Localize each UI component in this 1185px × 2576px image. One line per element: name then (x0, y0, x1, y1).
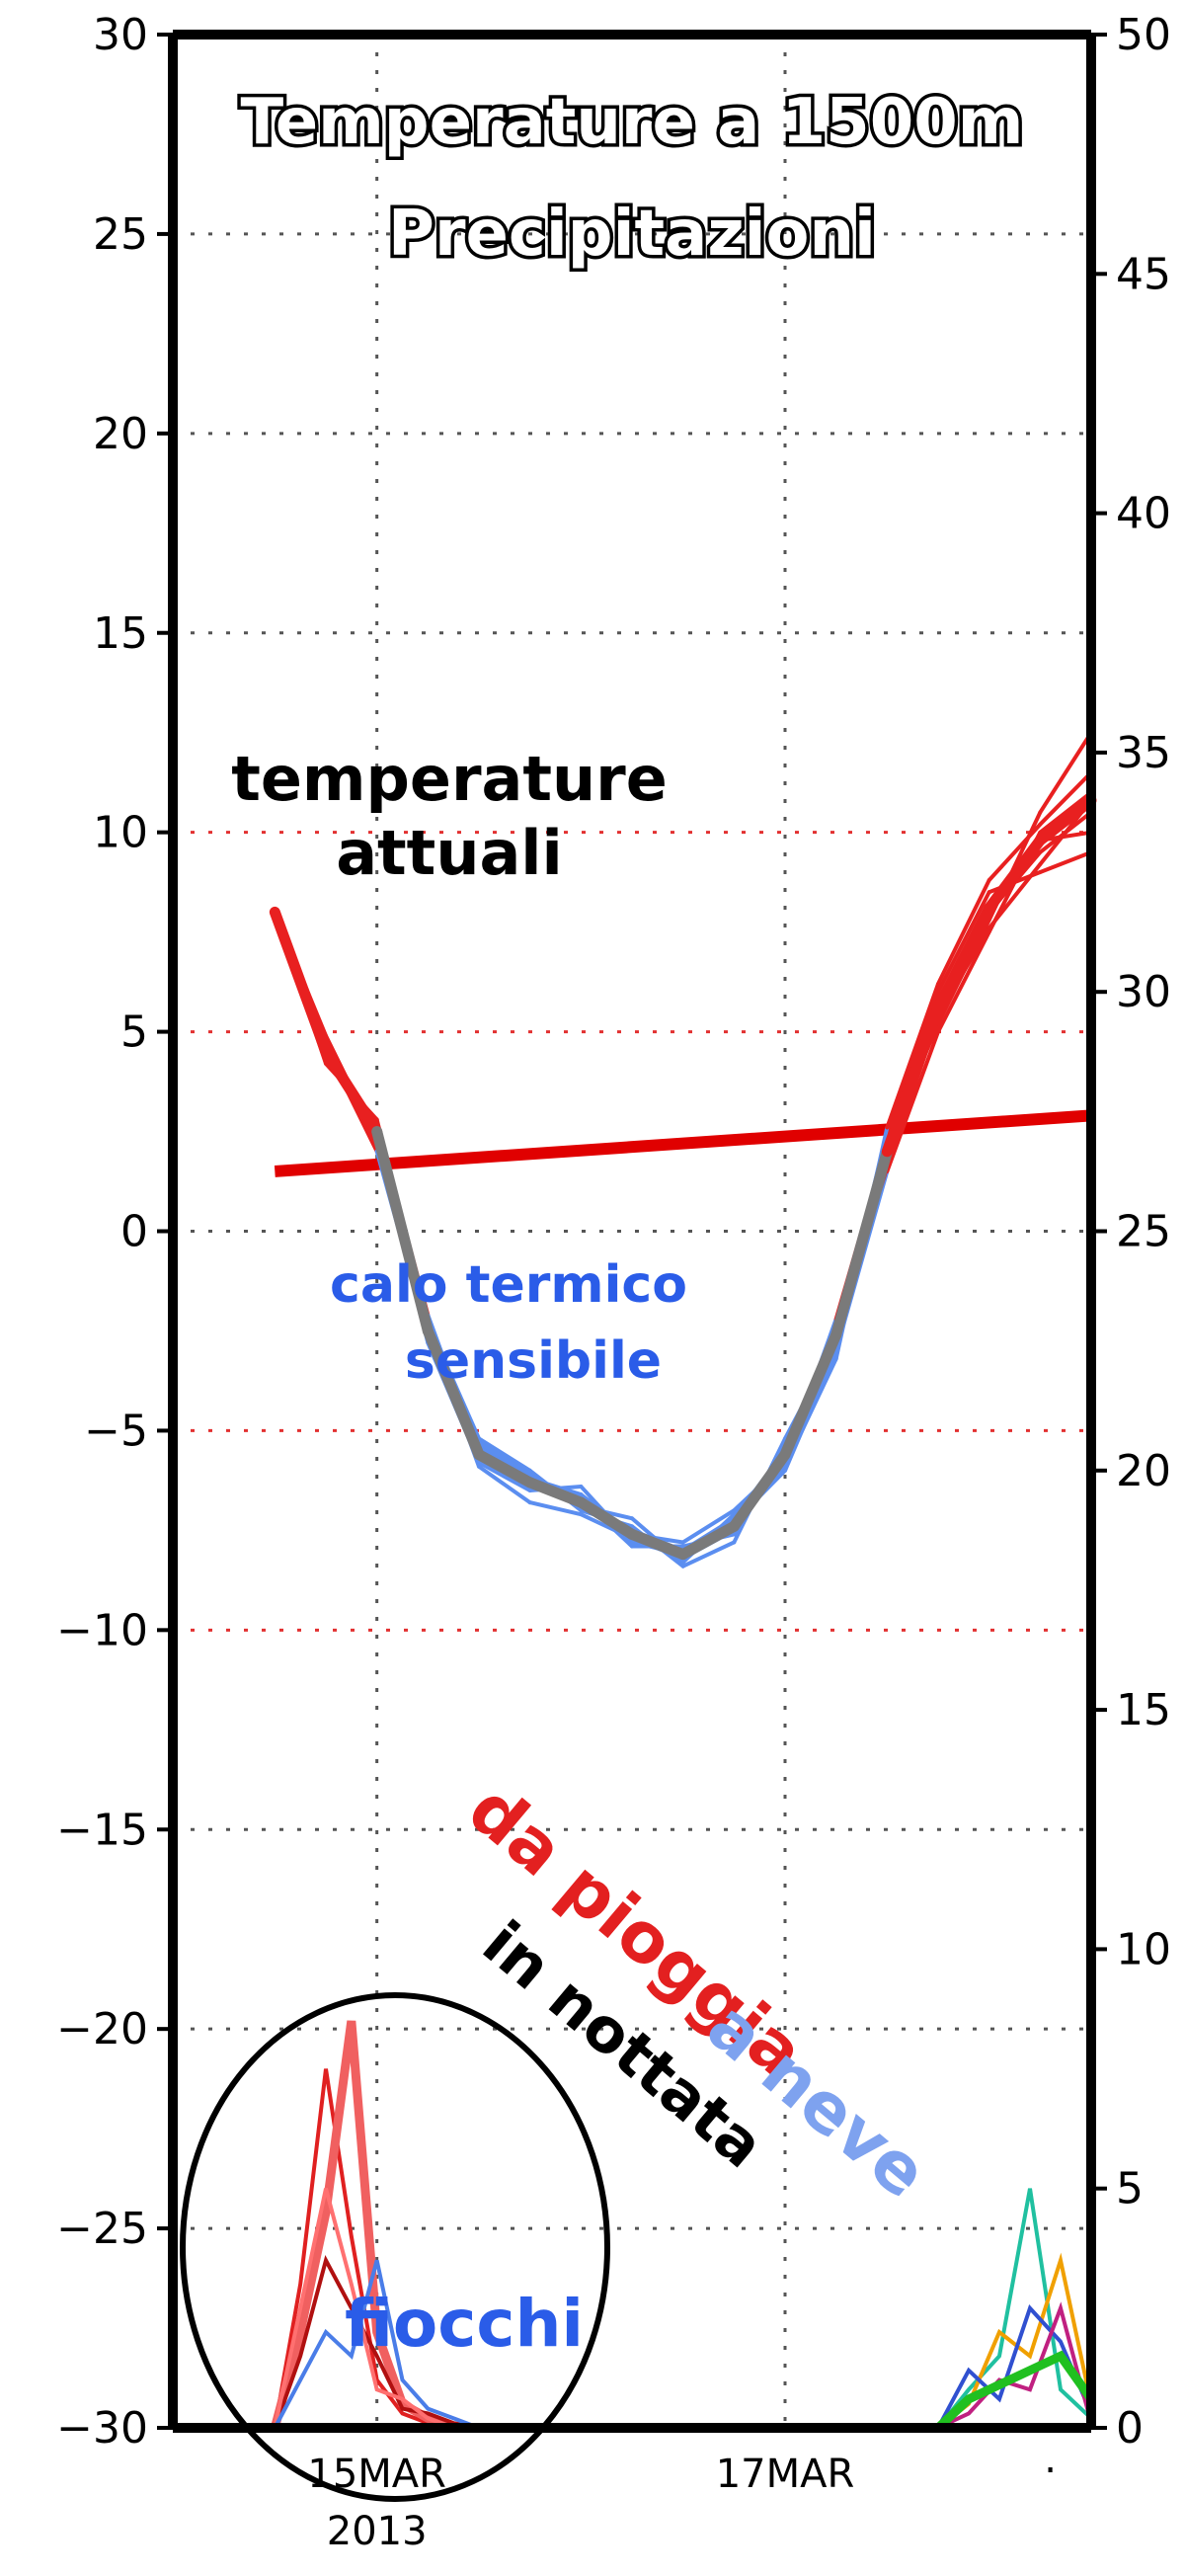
tick-label-left: 5 (120, 1007, 148, 1058)
member-segment (477, 1460, 532, 1492)
tick-label-x: 2013 (327, 2509, 428, 2554)
mean-segment (881, 1002, 944, 1158)
annotation-drop-line2: sensibile (405, 1331, 662, 1391)
member-segment (936, 890, 991, 995)
tick-label-right: 40 (1116, 489, 1171, 539)
tick-label-right: 10 (1116, 1924, 1171, 1974)
mean-segment (728, 1449, 791, 1532)
member-segment (477, 1464, 532, 1505)
tick-label-left: 25 (93, 209, 148, 260)
tick-label-left: −15 (56, 1805, 148, 1855)
tick-label-left: −20 (56, 2004, 148, 2054)
member-segment (987, 822, 1043, 883)
tick-label-x: . (1044, 2437, 1057, 2482)
mean-segment (320, 1046, 383, 1138)
tick-label-right: 35 (1116, 728, 1171, 778)
tick-label-right: 15 (1116, 1685, 1171, 1735)
member-segment (477, 1440, 532, 1477)
chart-subtitle: Precipitazioni (388, 198, 876, 271)
precip-late-series (934, 2350, 1095, 2432)
member-segment (885, 982, 940, 1130)
member-segment (477, 1436, 532, 1473)
tick-label-left: −10 (56, 1605, 148, 1655)
mean-segment (371, 1126, 434, 1336)
tick-label-left: 20 (93, 409, 148, 459)
tick-label-right: 5 (1116, 2164, 1144, 2214)
member-segment (1038, 790, 1093, 835)
mean-segment (984, 835, 1046, 914)
member-segment (936, 929, 991, 1034)
tick-label-left: 10 (93, 808, 148, 858)
ensemble-layer (269, 730, 1097, 1569)
precip-late-series (936, 2188, 1093, 2430)
mean-segment (1034, 794, 1097, 846)
tick-label-x: 15MAR (307, 2452, 446, 2497)
member-segment (527, 1500, 584, 1517)
member-segment (1038, 730, 1093, 815)
tick-label-left: 15 (93, 608, 148, 659)
mean-segment (422, 1325, 485, 1461)
member-segment (680, 1508, 737, 1545)
mean-segment (473, 1449, 536, 1489)
tick-label-right: 30 (1116, 967, 1171, 1017)
tick-label-right: 25 (1116, 1207, 1171, 1257)
tick-labels: 302520151050−5−10−15−20−25−3050454035302… (56, 10, 1171, 2554)
member-segment (783, 1356, 838, 1469)
tick-label-right: 20 (1116, 1446, 1171, 1496)
tick-label-left: −30 (56, 2403, 148, 2454)
mean-segment (575, 1496, 638, 1540)
climatology-layer (274, 1109, 1092, 1177)
mean-segment (830, 1146, 893, 1340)
member-segment (1038, 849, 1093, 875)
member-segment (987, 861, 1043, 930)
member-segment (680, 1540, 737, 1569)
tick-label-right: 50 (1116, 10, 1171, 60)
tick-label-right: 45 (1116, 249, 1171, 299)
chart-title: Temperature a 1500m (241, 86, 1024, 159)
annotation-drop-line1: calo termico (330, 1255, 687, 1315)
flakes-circle (180, 1992, 610, 2502)
precip-late-series (936, 2303, 1093, 2429)
annotation-flakes: fiocchi (345, 2286, 584, 2362)
mean-segment (779, 1328, 842, 1461)
tick-label-left: −5 (84, 1406, 148, 1456)
member-segment (1038, 770, 1093, 827)
mean-segment (269, 906, 332, 1058)
tick-label-left: −25 (56, 2204, 148, 2254)
tick-label-left: 0 (120, 1207, 148, 1257)
precip-late-series (937, 2301, 1093, 2430)
tick-label-left: 30 (93, 10, 148, 60)
mean-segment (932, 902, 995, 1013)
annotation-current-line1: temperature (231, 743, 668, 815)
tick-label-x: 17MAR (716, 2452, 855, 2497)
mean-segment (677, 1520, 740, 1561)
precip-series (273, 2254, 480, 2430)
tick-label-right: 0 (1116, 2403, 1144, 2454)
precip-series (273, 2259, 480, 2430)
annotation-current-line2: attuali (336, 817, 563, 889)
mean-segment (524, 1477, 587, 1508)
mean-segment (626, 1528, 689, 1561)
member-segment (936, 878, 991, 987)
climatology-line (274, 1109, 1092, 1177)
